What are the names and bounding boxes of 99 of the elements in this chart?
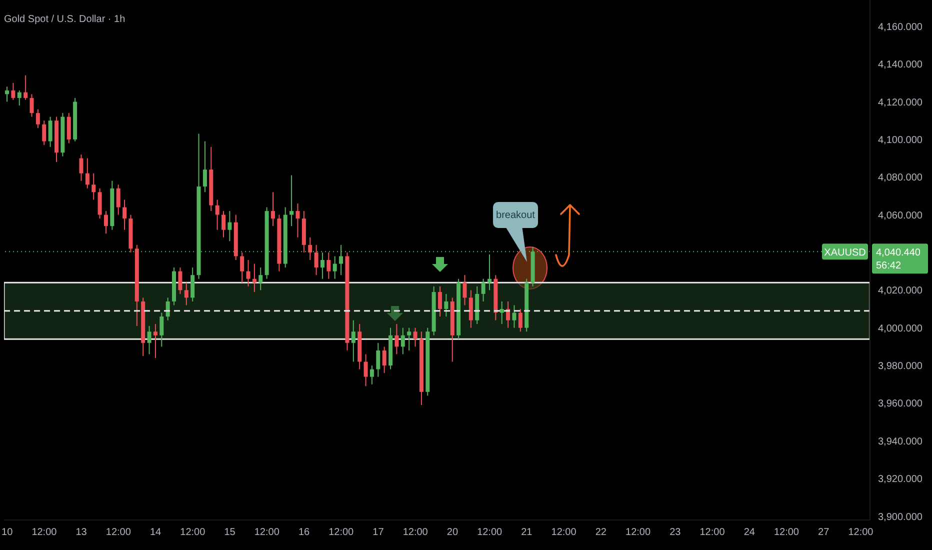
candlestick [413, 327, 418, 348]
x-tick-label: 21 [521, 527, 533, 538]
candlestick [104, 210, 108, 234]
x-tick-label: 15 [224, 527, 236, 538]
candlestick [314, 244, 318, 276]
candlestick [178, 267, 182, 294]
candlestick [444, 293, 448, 318]
candlestick [487, 254, 492, 291]
x-tick-label: 12:00 [626, 527, 651, 538]
candlestick [258, 267, 263, 291]
candlestick [320, 252, 324, 280]
x-tick-label: 12:00 [180, 527, 206, 538]
candlestick [222, 210, 226, 238]
candlestick [5, 86, 9, 102]
y-tick-label: 4,140.000 [878, 60, 923, 71]
candlestick [290, 174, 294, 227]
candlestick [79, 154, 84, 182]
candlestick [481, 278, 486, 302]
y-tick-label: 4,160.000 [878, 22, 923, 33]
x-tick-label: 12:00 [551, 527, 577, 538]
candlestick [308, 236, 312, 260]
candlestick [48, 116, 52, 148]
candlestick [462, 274, 467, 306]
x-tick-label: 12:00 [477, 527, 503, 538]
x-tick-label: 12:00 [774, 527, 800, 538]
candlestick [166, 297, 170, 321]
candlestick [30, 94, 34, 118]
candlestick [240, 252, 244, 284]
candlestick [270, 192, 275, 227]
y-tick-label: 4,000.000 [878, 323, 923, 334]
x-tick-label: 12:00 [32, 527, 58, 538]
candlestick [66, 112, 71, 144]
candlestick [252, 263, 256, 293]
x-tick-label: 17 [372, 527, 384, 538]
candlestick [326, 252, 331, 280]
candlestick [160, 312, 164, 348]
y-tick-label: 4,080.000 [878, 172, 923, 184]
text: 56:42 [876, 260, 902, 272]
candlestick [42, 120, 46, 146]
candlestick [351, 320, 356, 362]
y-tick-label: 3,900.000 [878, 512, 923, 523]
x-tick-label: 27 [818, 527, 830, 538]
candlestick [518, 308, 522, 332]
text: Gold Spot / U.S. Dollar · 1h [4, 14, 126, 25]
y-tick-label: 3,940.000 [878, 436, 923, 448]
x-tick-label: 22 [595, 527, 607, 538]
annotation: breakout [493, 202, 538, 228]
candlestick [116, 184, 120, 216]
x-tick-label: 24 [744, 527, 756, 538]
y-tick-label: 4,060.000 [878, 210, 923, 222]
candlestick [500, 300, 504, 325]
candlestick [468, 290, 473, 328]
candlestick [382, 346, 386, 374]
candlestick [376, 342, 380, 378]
candlestick [364, 354, 368, 387]
x-tick-label: 13 [76, 527, 88, 538]
x-tick-label: 23 [670, 527, 682, 538]
candlestick [184, 282, 188, 306]
x-tick-label: 12:00 [106, 527, 132, 538]
candlestick [98, 188, 102, 220]
y-tick-label: 4,100.000 [878, 134, 923, 146]
y-tick-label: 3,920.000 [878, 474, 923, 486]
candlestick [246, 260, 250, 287]
y-tick-label: 4,020.000 [878, 286, 923, 297]
candlestick [438, 286, 442, 318]
candlestick [202, 140, 207, 193]
x-tick-label: 20 [446, 527, 458, 538]
x-tick-label: 10 [2, 527, 14, 538]
candlestick [332, 256, 337, 280]
candlestick [147, 325, 152, 355]
candlestick [36, 108, 40, 129]
candlestick [228, 210, 232, 242]
candlestick [394, 324, 399, 355]
y-tick-label: 4,120.000 [878, 97, 923, 108]
x-tick-label: 12:00 [848, 527, 874, 538]
x-tick-label: 14 [150, 527, 162, 538]
candlestick [407, 327, 412, 351]
ref-line-label: 4,040.440 [876, 248, 921, 259]
candlestick [370, 365, 374, 385]
candlestick [92, 172, 96, 200]
candlestick [190, 267, 195, 302]
candlestick [400, 327, 405, 355]
annotation: XAUUSD [824, 248, 866, 259]
candlestick [17, 90, 22, 106]
x-tick-label: 16 [298, 527, 310, 538]
candlestick [512, 304, 516, 328]
candlestick [11, 82, 16, 100]
x-tick-label: 12:00 [700, 527, 726, 538]
candlestick [85, 158, 90, 189]
candlestick [24, 74, 28, 100]
candlestick [296, 202, 300, 238]
y-tick-label: 3,980.000 [878, 361, 923, 372]
x-tick-label: 12:00 [254, 527, 280, 538]
candlestick [215, 199, 220, 230]
y-tick-label: 3,960.000 [878, 398, 923, 410]
x-tick-label: 12:00 [402, 527, 428, 538]
candlestick [122, 199, 127, 230]
candlestick [153, 324, 158, 358]
x-tick-label: 12:00 [328, 527, 354, 538]
